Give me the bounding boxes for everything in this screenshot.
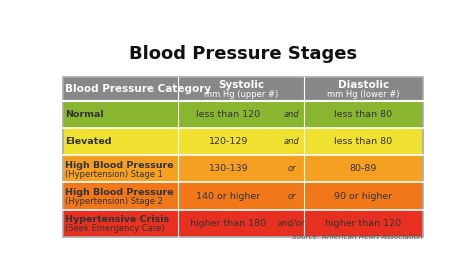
Text: High Blood Pressure: High Blood Pressure xyxy=(65,161,174,170)
Text: (Hypertension) Stage 1: (Hypertension) Stage 1 xyxy=(65,170,164,179)
Bar xyxy=(63,78,423,237)
Text: and/or: and/or xyxy=(278,219,305,228)
Bar xyxy=(178,78,279,101)
Text: less than 120: less than 120 xyxy=(196,110,261,119)
Text: High Blood Pressure: High Blood Pressure xyxy=(65,188,174,197)
Bar xyxy=(304,128,423,155)
Text: or: or xyxy=(287,164,296,173)
Bar xyxy=(178,210,279,237)
Text: Blood Pressure Stages: Blood Pressure Stages xyxy=(129,46,357,63)
Bar xyxy=(304,155,423,182)
Bar xyxy=(304,210,423,237)
Bar xyxy=(304,78,423,101)
Bar xyxy=(279,182,304,210)
Text: Diastolic: Diastolic xyxy=(338,80,389,91)
Bar xyxy=(279,155,304,182)
Text: 120-129: 120-129 xyxy=(209,137,248,146)
Text: Source: American Heart Association: Source: American Heart Association xyxy=(292,234,423,240)
Text: 130-139: 130-139 xyxy=(209,164,248,173)
Text: Systolic: Systolic xyxy=(218,80,264,91)
Bar xyxy=(63,210,178,237)
Text: and: and xyxy=(283,110,300,119)
Text: or: or xyxy=(287,192,296,201)
Bar xyxy=(279,128,304,155)
Bar xyxy=(63,101,178,128)
Bar xyxy=(279,210,304,237)
Text: 80-89: 80-89 xyxy=(350,164,377,173)
Text: less than 80: less than 80 xyxy=(335,137,392,146)
Text: higher than 120: higher than 120 xyxy=(326,219,401,228)
Bar xyxy=(63,78,178,101)
Bar xyxy=(304,101,423,128)
Text: (Hypertension) Stage 2: (Hypertension) Stage 2 xyxy=(65,197,164,206)
Bar xyxy=(279,101,304,128)
Bar xyxy=(178,155,279,182)
Text: Blood Pressure Category: Blood Pressure Category xyxy=(65,84,211,94)
Bar xyxy=(63,155,178,182)
Bar xyxy=(178,128,279,155)
Text: Normal: Normal xyxy=(65,110,104,119)
Text: 140 or higher: 140 or higher xyxy=(196,192,261,201)
Bar xyxy=(63,182,178,210)
Text: less than 80: less than 80 xyxy=(335,110,392,119)
Bar xyxy=(178,182,279,210)
Bar xyxy=(63,128,178,155)
Text: and: and xyxy=(283,137,300,146)
Text: mm Hg (upper #): mm Hg (upper #) xyxy=(204,89,278,99)
Text: (Seek Emergency Care): (Seek Emergency Care) xyxy=(65,224,165,233)
Bar xyxy=(178,101,279,128)
Bar xyxy=(304,182,423,210)
Bar xyxy=(279,78,304,101)
Text: Hypertensive Crisis: Hypertensive Crisis xyxy=(65,215,170,224)
Text: mm Hg (lower #): mm Hg (lower #) xyxy=(327,89,400,99)
Text: Elevated: Elevated xyxy=(65,137,112,146)
Text: 90 or higher: 90 or higher xyxy=(334,192,392,201)
Text: higher than 180: higher than 180 xyxy=(191,219,266,228)
